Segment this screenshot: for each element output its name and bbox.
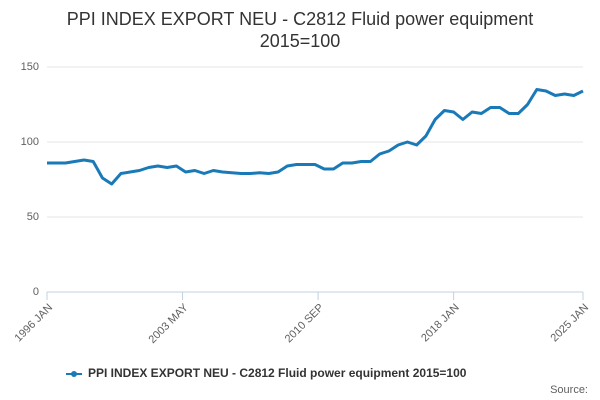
data-line (47, 88, 584, 186)
y-tick-label: 150 (21, 61, 39, 73)
x-tick-label: 2003 MAY (146, 301, 191, 346)
x-tick-label: 2018 JAN (419, 302, 462, 345)
source: Source: (550, 384, 588, 396)
x-tick-label: 1996 JAN (13, 302, 56, 345)
x-tick-label: 2025 JAN (549, 302, 592, 345)
y-tick-label: 50 (27, 211, 39, 223)
y-tick-label: 0 (33, 286, 39, 298)
legend-label: PPI INDEX EXPORT NEU - C2812 Fluid power… (88, 366, 467, 380)
legend-marker (71, 371, 77, 377)
chart-title: PPI INDEX EXPORT NEU - C2812 Fluid power… (67, 9, 534, 29)
x-tick-label: 2010 SEP (283, 302, 327, 346)
y-tick-label: 100 (21, 136, 39, 148)
chart-subtitle: 2015=100 (260, 31, 341, 51)
